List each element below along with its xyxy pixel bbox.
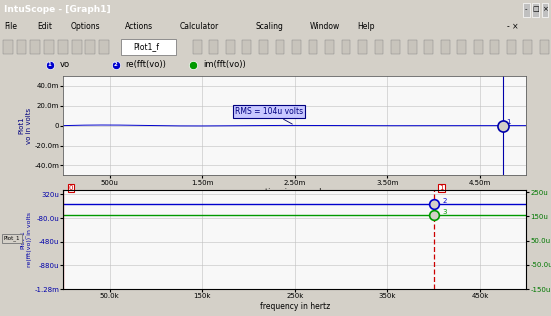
Text: Edit: Edit bbox=[37, 22, 52, 31]
Text: RMS = 104u volts: RMS = 104u volts bbox=[235, 107, 302, 124]
Text: -: - bbox=[525, 6, 527, 12]
Text: 1: 1 bbox=[506, 118, 510, 125]
Text: 2: 2 bbox=[443, 198, 447, 204]
Bar bbox=[292, 40, 301, 54]
Bar bbox=[242, 40, 251, 54]
Text: Plot1_f: Plot1_f bbox=[133, 42, 159, 52]
Text: ×: × bbox=[542, 6, 548, 12]
Text: Actions: Actions bbox=[125, 22, 153, 31]
Text: 2: 2 bbox=[114, 62, 117, 67]
Bar bbox=[325, 40, 334, 54]
Bar bbox=[58, 40, 68, 54]
Text: Window: Window bbox=[310, 22, 341, 31]
Bar bbox=[490, 40, 499, 54]
Bar bbox=[30, 40, 40, 54]
Y-axis label: Plot_1
re(fft(vo)) in volts: Plot_1 re(fft(vo)) in volts bbox=[20, 212, 31, 267]
Text: 0: 0 bbox=[69, 185, 73, 191]
Bar bbox=[523, 3, 530, 17]
Bar bbox=[375, 40, 383, 54]
Bar bbox=[99, 40, 109, 54]
Bar bbox=[226, 40, 235, 54]
Text: File: File bbox=[4, 22, 18, 31]
Bar bbox=[276, 40, 284, 54]
Text: Options: Options bbox=[71, 22, 100, 31]
Bar bbox=[507, 40, 516, 54]
Bar bbox=[193, 40, 202, 54]
Text: re(fft(vo)): re(fft(vo)) bbox=[126, 60, 166, 69]
Bar bbox=[532, 3, 539, 17]
Bar bbox=[209, 40, 218, 54]
Bar bbox=[259, 40, 268, 54]
Bar bbox=[474, 40, 483, 54]
Bar bbox=[424, 40, 433, 54]
Bar bbox=[540, 40, 549, 54]
Text: □: □ bbox=[532, 6, 539, 12]
Bar bbox=[523, 40, 532, 54]
Y-axis label: Plot1
vo in volts: Plot1 vo in volts bbox=[19, 107, 31, 144]
Bar bbox=[121, 39, 176, 56]
Text: - ×: - × bbox=[507, 22, 518, 31]
Text: 1: 1 bbox=[439, 185, 444, 191]
X-axis label: time in seconds: time in seconds bbox=[264, 188, 325, 197]
Bar bbox=[358, 40, 367, 54]
Text: IntuScope - [Graph1]: IntuScope - [Graph1] bbox=[4, 5, 111, 14]
Text: Calculator: Calculator bbox=[180, 22, 219, 31]
Text: 3: 3 bbox=[443, 210, 447, 216]
Text: im(fft(vo)): im(fft(vo)) bbox=[203, 60, 246, 69]
Bar bbox=[408, 40, 417, 54]
Bar bbox=[3, 40, 13, 54]
Bar bbox=[309, 40, 317, 54]
Text: 1: 1 bbox=[48, 62, 51, 67]
X-axis label: frequency in hertz: frequency in hertz bbox=[260, 302, 330, 311]
Text: Scaling: Scaling bbox=[256, 22, 284, 31]
Text: vo: vo bbox=[60, 60, 69, 69]
Bar bbox=[457, 40, 466, 54]
Bar bbox=[85, 40, 95, 54]
Bar bbox=[542, 3, 548, 17]
Bar bbox=[391, 40, 400, 54]
Bar bbox=[72, 40, 82, 54]
Text: Plot_1: Plot_1 bbox=[4, 236, 20, 241]
Text: Help: Help bbox=[358, 22, 375, 31]
Bar bbox=[441, 40, 450, 54]
Bar bbox=[17, 40, 26, 54]
Bar bbox=[342, 40, 350, 54]
Bar bbox=[44, 40, 54, 54]
